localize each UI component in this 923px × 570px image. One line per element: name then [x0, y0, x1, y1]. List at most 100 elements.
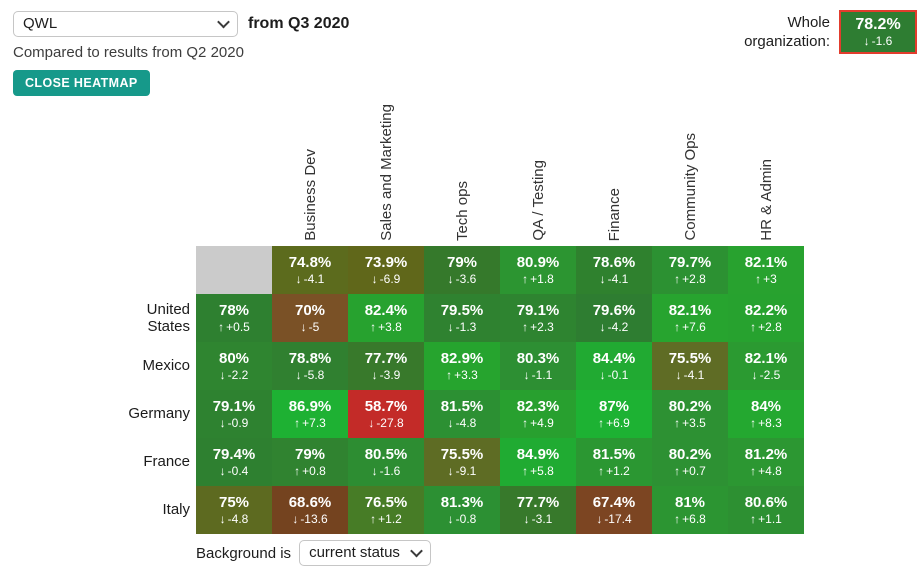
cell-value: 75%	[218, 494, 250, 512]
heatmap-cell[interactable]: 80.3% ↓ -1.1	[500, 342, 576, 390]
cell-value: 87%	[598, 398, 630, 416]
heatmap-cell[interactable]: 80.9% ↑ +1.8	[500, 246, 576, 294]
header-spacer-label	[110, 96, 196, 246]
cell-delta: +8.3	[758, 415, 782, 430]
heatmap-cell[interactable]: 73.9% ↓ -6.9	[348, 246, 424, 294]
cell-delta-row: ↓ -2.2	[220, 368, 249, 382]
heatmap-cell[interactable]: 82.1% ↑ +7.6	[652, 294, 728, 342]
heatmap-cell[interactable]: 58.7% ↓ -27.8	[348, 390, 424, 438]
arrow-down-icon: ↓	[599, 319, 606, 334]
cell-delta-row: ↓ -0.4	[220, 464, 249, 478]
cell-delta: +4.8	[758, 463, 782, 478]
column-header-text: QA / Testing	[529, 160, 547, 241]
arrow-down-icon: ↓	[599, 367, 606, 382]
cell-delta: +2.3	[530, 319, 554, 334]
cell-value: 77.7%	[516, 494, 560, 512]
heatmap-cell[interactable]: 86.9% ↑ +7.3	[272, 390, 348, 438]
heatmap-cell[interactable]: 79.1% ↑ +2.3	[500, 294, 576, 342]
heatmap-cell[interactable]: 80.5% ↓ -1.6	[348, 438, 424, 486]
cell-delta: +2.8	[758, 319, 782, 334]
cell-delta-row: ↑ +0.8	[294, 464, 326, 478]
heatmap-cell[interactable]: 84% ↑ +8.3	[728, 390, 804, 438]
heatmap-cell[interactable]: 81.5% ↓ -4.8	[424, 390, 500, 438]
heatmap-cell[interactable]: 82.3% ↑ +4.9	[500, 390, 576, 438]
heatmap-cell[interactable]: 82.1% ↑ +3	[728, 246, 804, 294]
row-label: United States	[146, 300, 190, 335]
heatmap-cell[interactable]: 80% ↓ -2.2	[196, 342, 272, 390]
heatmap-cell[interactable]: 82.1% ↓ -2.5	[728, 342, 804, 390]
cell-delta-row: ↓ -17.4	[596, 512, 631, 526]
heatmap-cell[interactable]: 80.2% ↑ +3.5	[652, 390, 728, 438]
cell-delta-row: ↑ +3.3	[446, 368, 478, 382]
heatmap-cell[interactable]: 80.2% ↑ +0.7	[652, 438, 728, 486]
heatmap-cell[interactable]: 80.6% ↑ +1.1	[728, 486, 804, 534]
heatmap-cell[interactable]: 82.9% ↑ +3.3	[424, 342, 500, 390]
arrow-down-icon: ↓	[219, 511, 226, 526]
cell-delta: -4.2	[607, 319, 629, 334]
arrow-up-icon: ↑	[522, 463, 529, 478]
heatmap-cell[interactable]: 79% ↓ -3.6	[424, 246, 500, 294]
cell-value: 76.5%	[364, 494, 408, 512]
cell-value: 80.3%	[516, 350, 560, 368]
whole-org-summary: Whole organization: 78.2% ↓ -1.6	[734, 10, 917, 54]
heatmap-cell[interactable]: 74.8% ↓ -4.1	[272, 246, 348, 294]
heatmap-cell[interactable]: 77.7% ↓ -3.9	[348, 342, 424, 390]
heatmap-cell[interactable]: 78.8% ↓ -5.8	[272, 342, 348, 390]
heatmap-cell[interactable]: 81% ↑ +6.8	[652, 486, 728, 534]
cell-value: 70%	[294, 302, 326, 320]
heatmap-cell[interactable]: 84.9% ↑ +5.8	[500, 438, 576, 486]
heatmap-cell[interactable]: 70% ↓ -5	[272, 294, 348, 342]
heatmap-cell[interactable]: 81.3% ↓ -0.8	[424, 486, 500, 534]
heatmap-cell[interactable]: 75% ↓ -4.8	[196, 486, 272, 534]
cell-delta-row: ↑ +0.7	[674, 464, 706, 478]
heatmap-cell[interactable]: 79.6% ↓ -4.2	[576, 294, 652, 342]
column-header-text: Finance	[605, 187, 623, 241]
cell-delta-row: ↓ -3.1	[523, 511, 553, 526]
heatmap-cell[interactable]: 79.7% ↑ +2.8	[652, 246, 728, 294]
cell-value: 82.2%	[744, 302, 788, 320]
cell-value: 82.1%	[744, 254, 788, 272]
cell-value: 74.8%	[288, 254, 332, 272]
cell-delta-row: ↑ +6.8	[674, 512, 706, 526]
background-select[interactable]: current status	[299, 540, 432, 566]
arrow-up-icon: ↑	[218, 319, 225, 334]
heatmap-cell[interactable]: 84.4% ↓ -0.1	[576, 342, 652, 390]
arrow-down-icon: ↓	[447, 463, 454, 478]
heatmap-cell[interactable]: 82.2% ↑ +2.8	[728, 294, 804, 342]
heatmap-cell[interactable]: 75.5% ↓ -9.1	[424, 438, 500, 486]
cell-delta-row: ↓ -13.6	[292, 512, 327, 526]
arrow-down-icon: ↓	[599, 271, 606, 286]
cell-delta-row: ↓ -9.1	[447, 463, 477, 478]
cell-value: 82.1%	[744, 350, 788, 368]
heatmap-cell[interactable]: 78.6% ↓ -4.1	[576, 246, 652, 294]
heatmap-cell[interactable]: 68.6% ↓ -13.6	[272, 486, 348, 534]
cell-delta-row: ↓ -1.1	[524, 368, 553, 382]
cell-value: 73.9%	[364, 254, 408, 272]
heatmap-cell[interactable]: 79.1% ↓ -0.9	[196, 390, 272, 438]
metric-select[interactable]: QWL	[13, 11, 238, 37]
cell-delta-row: ↓ -0.1	[599, 367, 629, 382]
row-label: Italy	[162, 501, 190, 519]
cell-value: 81%	[674, 494, 706, 512]
heatmap-cell[interactable]: 79.4% ↓ -0.4	[196, 438, 272, 486]
arrow-up-icon: ↑	[522, 271, 529, 286]
heatmap-cell[interactable]: 78% ↑ +0.5	[196, 294, 272, 342]
column-header: QA / Testing	[500, 96, 576, 246]
heatmap-cell[interactable]: 81.2% ↑ +4.8	[728, 438, 804, 486]
heatmap-cell[interactable]: 67.4% ↓ -17.4	[576, 486, 652, 534]
heatmap-cell[interactable]: 82.4% ↑ +3.8	[348, 294, 424, 342]
heatmap-cell[interactable]: 87% ↑ +6.9	[576, 390, 652, 438]
heatmap-cell[interactable]: 79% ↑ +0.8	[272, 438, 348, 486]
heatmap-cell[interactable]: 81.5% ↑ +1.2	[576, 438, 652, 486]
cell-value: 77.7%	[364, 350, 408, 368]
arrow-down-icon: ↓	[523, 511, 530, 526]
cell-delta: -2.5	[759, 367, 781, 382]
arrow-up-icon: ↑	[750, 511, 757, 526]
heatmap-cell[interactable]: 79.5% ↓ -1.3	[424, 294, 500, 342]
heatmap-cell[interactable]: 77.7% ↓ -3.1	[500, 486, 576, 534]
close-heatmap-button[interactable]: CLOSE HEATMAP	[13, 70, 150, 96]
heatmap-cell[interactable]: 75.5% ↓ -4.1	[652, 342, 728, 390]
heatmap-cell[interactable]: 76.5% ↑ +1.2	[348, 486, 424, 534]
cell-delta: +0.5	[226, 319, 250, 334]
cell-delta-row: ↑ +1.1	[750, 511, 782, 526]
